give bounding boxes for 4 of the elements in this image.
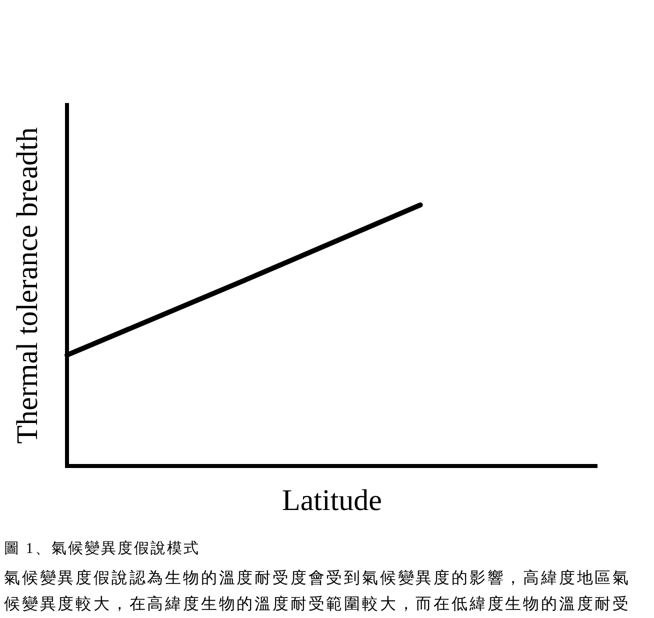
text: 圖 1、氣候變異度假說模式 <box>4 539 200 558</box>
y-axis-title: Thermal tolerance breadth <box>10 127 44 444</box>
text: 氣候變異度假說認為生物的溫度耐受度會受到氣候變異度的影響，高緯度地區氣候變異度較大，在高緯度生物的溫度耐受範圍較大，而在低緯度生物的溫度耐受 <box>4 568 632 615</box>
x-axis-title: Latitude <box>282 484 382 517</box>
